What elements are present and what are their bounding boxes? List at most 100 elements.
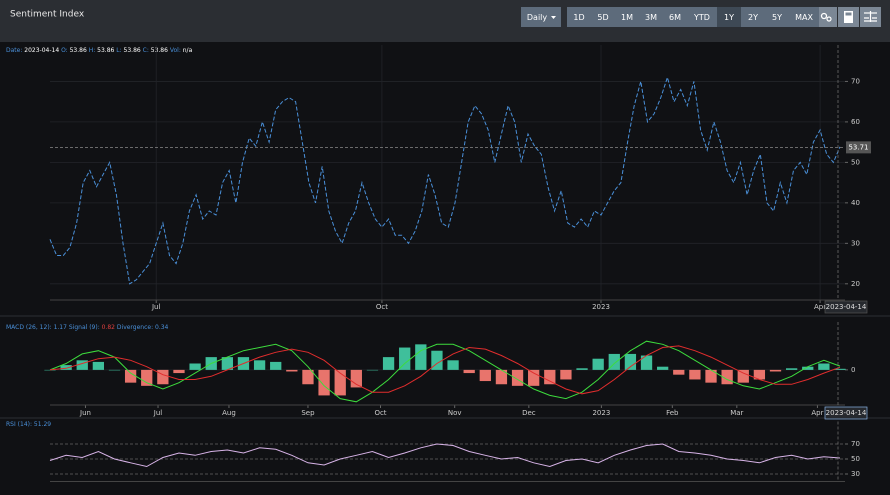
icon — [845, 12, 852, 16]
x-tick-label: Oct — [376, 303, 388, 311]
legend-part: Signal (9): — [67, 324, 102, 331]
range-button[interactable] — [687, 7, 717, 27]
x-tick-label: Oct — [374, 409, 386, 417]
x-tick-label: Jul — [153, 409, 163, 417]
macd-line — [49, 340, 841, 403]
interval-button[interactable] — [521, 7, 561, 27]
histogram-bar — [463, 369, 475, 374]
legend-part: 53.86 — [124, 47, 141, 54]
histogram-bar — [366, 369, 379, 371]
legend-part: C: — [141, 47, 151, 54]
x-tick-label: Apr — [811, 409, 823, 417]
panel-legend: Date: 2023-04-14 O: 53.86 H: 53.86 L: 53… — [6, 47, 193, 54]
last-value-box — [846, 141, 871, 154]
page-title: Sentiment Index — [10, 10, 85, 20]
histogram-bar — [92, 361, 105, 370]
histogram-bar — [737, 369, 749, 383]
histogram-bar — [270, 361, 282, 370]
y-tick-label: 30 — [851, 239, 860, 247]
histogram-bar — [576, 368, 588, 370]
histogram-bar — [624, 353, 637, 370]
histogram-bar — [753, 369, 766, 380]
y-tick-label: 50 — [851, 455, 860, 463]
range-label: 1Y — [724, 13, 734, 22]
range-button[interactable] — [639, 7, 663, 27]
legend-part: 0.82 — [102, 324, 116, 331]
histogram-bar — [399, 347, 411, 370]
x-tick-label: Jul — [151, 303, 161, 311]
x-tick-label: Dec — [522, 409, 536, 417]
histogram-bar — [689, 369, 701, 380]
histogram-bar — [495, 369, 508, 385]
histogram-bar — [286, 369, 298, 372]
histogram-bar — [785, 368, 798, 370]
x-tick-label: Sep — [301, 409, 315, 417]
legend-part: L: — [114, 47, 123, 54]
histogram-bar — [60, 365, 72, 370]
range-button[interactable] — [663, 7, 687, 27]
legend-part: H: — [87, 47, 97, 54]
last-value-label: 53.71 — [848, 143, 868, 151]
crosshair-box — [824, 300, 868, 314]
y-tick-label: 70 — [851, 77, 860, 85]
histogram-bar — [415, 344, 427, 370]
range-label: 5D — [597, 13, 608, 22]
histogram-bar — [834, 368, 846, 370]
legend-part: O: — [59, 47, 69, 54]
price-line — [49, 443, 841, 468]
x-tick-label: 2023 — [592, 409, 610, 417]
histogram-bar — [721, 369, 733, 385]
range-label: 2Y — [748, 13, 758, 22]
y-tick-label: 0 — [851, 366, 855, 374]
histogram-bar — [157, 369, 169, 385]
y-tick-label: 30 — [851, 470, 860, 478]
range-button[interactable] — [615, 7, 639, 27]
legend-part: Vol: — [168, 47, 183, 54]
histogram-bar — [560, 369, 572, 380]
crosshair-label: 2023-04-14 — [826, 303, 867, 311]
histogram-bar — [253, 360, 266, 370]
legend-part: n/a — [183, 47, 193, 54]
histogram-bar — [318, 369, 330, 396]
x-tick-label: Aug — [222, 409, 236, 417]
range-label: YTD — [693, 13, 710, 22]
histogram-bar — [447, 360, 459, 370]
histogram-bar — [608, 353, 620, 370]
legend-part: 53.86 — [70, 47, 87, 54]
range-button[interactable] — [567, 7, 591, 27]
y-tick-label: 20 — [851, 280, 860, 288]
crosshair-box — [824, 406, 868, 420]
histogram-bar — [802, 366, 814, 370]
crosshair-label: 2023-04-14 — [826, 409, 867, 417]
histogram-bar — [640, 355, 653, 370]
panel-legend: RSI (14): 51.29 — [6, 421, 51, 428]
icon — [820, 12, 828, 20]
histogram-bar — [221, 357, 233, 370]
histogram-bar — [189, 363, 201, 370]
legend-part: Divergence: 0.34 — [115, 324, 169, 331]
histogram-bar — [334, 369, 346, 396]
interval-label: Daily — [527, 13, 548, 22]
icon — [864, 17, 877, 22]
histogram-bar — [76, 360, 88, 370]
x-tick-label: Nov — [448, 409, 462, 417]
legend-part: 53.86 — [97, 47, 114, 54]
range-button[interactable] — [741, 7, 765, 27]
histogram-bar — [108, 369, 121, 371]
range-button[interactable] — [591, 7, 615, 27]
range-button[interactable] — [717, 7, 741, 27]
histogram-bar — [44, 369, 56, 371]
histogram-bar — [431, 350, 443, 370]
legend-part: MACD (26, 12): 1.17 — [6, 324, 67, 331]
range-label: 3M — [645, 13, 657, 22]
y-tick-label: 40 — [851, 199, 860, 207]
range-label: MAX — [795, 13, 813, 22]
tool-buttons — [816, 7, 881, 27]
x-tick-label: Apr — [814, 303, 826, 311]
histogram-bar — [511, 369, 524, 386]
range-button[interactable] — [789, 7, 819, 27]
range-button[interactable] — [765, 7, 789, 27]
y-tick-label: 70 — [851, 440, 860, 448]
